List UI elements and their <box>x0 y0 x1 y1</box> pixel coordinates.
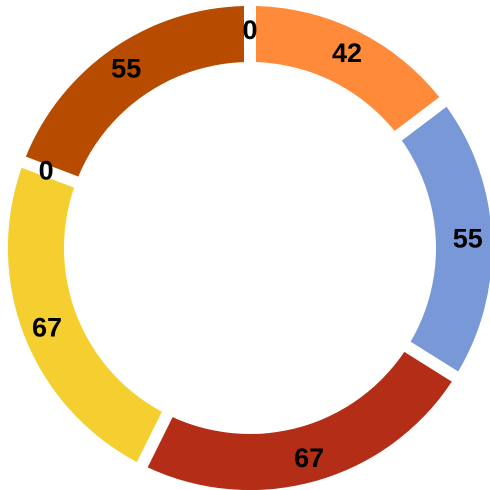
donut-hole <box>64 62 436 434</box>
slice-label-6: 0 <box>242 15 257 45</box>
slice-label-5: 55 <box>111 54 141 84</box>
slice-label-1: 55 <box>453 223 483 253</box>
slice-label-0: 42 <box>332 38 362 68</box>
slice-label-4: 0 <box>39 156 54 186</box>
donut-value-labels: 42 55 67 67 0 55 0 <box>32 15 483 473</box>
donut-slices <box>7 6 490 490</box>
slice-label-2: 67 <box>294 443 324 473</box>
slice-label-3: 67 <box>32 313 62 343</box>
